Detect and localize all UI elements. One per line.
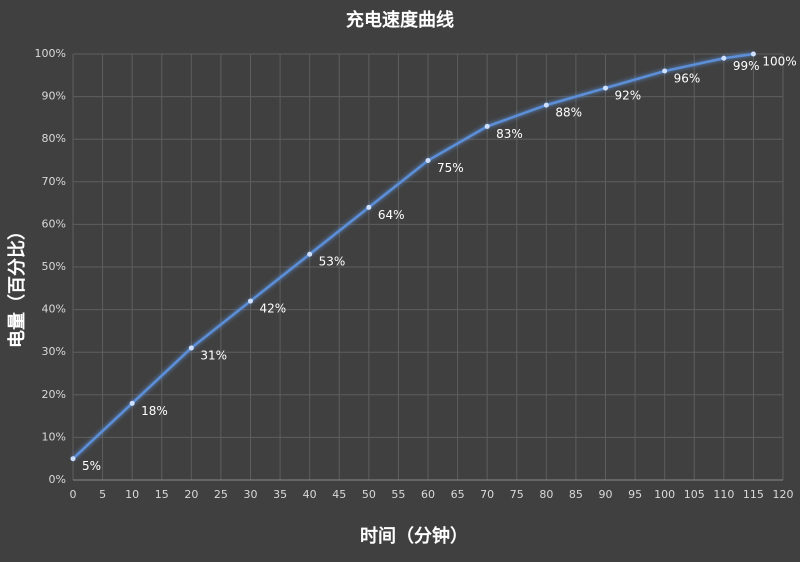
x-tick-label: 110 (713, 488, 734, 501)
data-point (750, 51, 756, 57)
data-label: 96% (674, 72, 701, 86)
y-tick-label: 100% (35, 47, 66, 60)
x-tick-label: 95 (628, 488, 642, 501)
x-tick-label: 120 (773, 488, 794, 501)
x-axis-title: 时间（分钟） (360, 525, 468, 547)
data-point (484, 123, 490, 129)
data-label: 92% (615, 89, 642, 103)
x-tick-label: 70 (480, 488, 494, 501)
x-tick-label: 85 (569, 488, 583, 501)
data-point (603, 85, 608, 91)
data-point (721, 55, 727, 61)
x-tick-label: 75 (510, 488, 524, 501)
x-tick-label: 50 (362, 488, 376, 501)
data-label: 100% (762, 55, 796, 69)
y-tick-label: 80% (42, 132, 66, 145)
x-tick-label: 45 (332, 488, 346, 501)
y-tick-label: 70% (42, 175, 66, 188)
x-tick-label: 40 (303, 488, 317, 501)
data-point (188, 345, 194, 351)
x-tick-label: 30 (244, 488, 258, 501)
x-tick-label: 15 (155, 488, 169, 501)
y-tick-label: 10% (42, 430, 66, 443)
y-tick-label: 50% (42, 260, 66, 273)
y-tick-label: 90% (42, 90, 66, 103)
x-tick-label: 100 (654, 488, 675, 501)
x-tick-label: 80 (539, 488, 553, 501)
data-label: 99% (733, 59, 760, 73)
data-label: 75% (437, 161, 464, 175)
data-point (70, 456, 76, 462)
data-point (248, 298, 253, 304)
x-tick-label: 25 (214, 488, 228, 501)
data-label: 64% (378, 208, 405, 222)
data-point (425, 158, 431, 163)
data-point (307, 251, 313, 257)
data-label: 5% (82, 459, 101, 473)
y-tick-label: 20% (42, 388, 66, 401)
y-tick-label: 0% (49, 473, 66, 486)
data-point (543, 102, 549, 108)
data-point (662, 68, 668, 74)
x-tick-label: 35 (273, 488, 287, 501)
x-tick-label: 60 (421, 488, 435, 501)
x-tick-label: 115 (743, 488, 764, 501)
data-label: 18% (141, 404, 168, 418)
y-tick-label: 30% (42, 345, 66, 358)
x-tick-label: 0 (70, 488, 77, 501)
y-tick-label: 40% (42, 303, 66, 316)
x-tick-label: 55 (391, 488, 405, 501)
x-tick-label: 20 (184, 488, 198, 501)
data-point (366, 204, 372, 210)
x-tick-label: 65 (451, 488, 465, 501)
data-label: 53% (319, 255, 346, 269)
x-tick-label: 10 (125, 488, 139, 501)
data-label: 31% (200, 348, 227, 362)
y-tick-label: 60% (42, 217, 66, 230)
x-tick-label: 105 (684, 488, 705, 501)
x-tick-label: 90 (599, 488, 613, 501)
data-point (129, 400, 135, 406)
chart-title: 充电速度曲线 (346, 9, 454, 31)
y-axis-title: 电量（百分比） (6, 222, 28, 348)
data-label: 88% (555, 106, 582, 120)
data-label: 42% (260, 302, 287, 316)
x-tick-label: 5 (99, 488, 106, 501)
data-label: 83% (496, 127, 523, 141)
